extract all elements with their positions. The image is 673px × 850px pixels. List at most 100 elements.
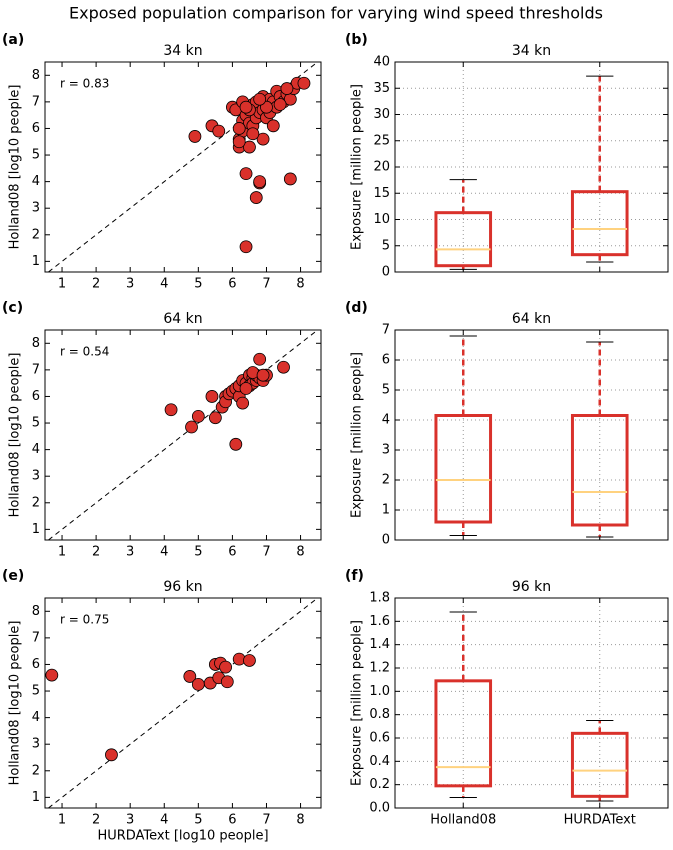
axes-frame: [394, 61, 669, 273]
y-tick-label: 30: [373, 107, 390, 122]
point: [246, 127, 260, 141]
point: [277, 360, 290, 374]
y-tick-label: 6: [382, 353, 390, 368]
x-tick-label: 6: [228, 813, 236, 828]
point: [239, 167, 253, 181]
x-axis-label: HURDAText [log10 people]: [97, 829, 268, 844]
correlation-label: r = 0.75: [60, 613, 109, 627]
point: [183, 670, 197, 683]
point: [208, 411, 222, 425]
x-tick-label: 1: [58, 277, 66, 292]
point: [243, 140, 256, 154]
y-tick-label: 7: [32, 362, 40, 377]
point: [266, 119, 280, 133]
y-tick-label: 2: [32, 227, 40, 242]
y-tick-label: 3: [32, 737, 40, 752]
y-tick-label: 5: [32, 684, 40, 699]
y-tick-label: 1.4: [369, 637, 390, 652]
y-tick-label: 1.0: [369, 684, 390, 699]
point: [297, 76, 311, 90]
point: [229, 437, 243, 451]
x-tick-label: 4: [160, 813, 168, 828]
panel-title: 64 kn: [163, 311, 202, 327]
box: [570, 731, 629, 798]
x-tick-label: 1: [58, 813, 66, 828]
box: [434, 414, 493, 524]
x-tick-label: 7: [262, 813, 270, 828]
figure-title: Exposed population comparison for varyin…: [69, 4, 603, 23]
y-tick-label: 0: [382, 265, 390, 280]
y-tick-label: 4: [32, 710, 40, 725]
x-tick-label: 3: [126, 277, 134, 292]
identity-line: [48, 61, 318, 273]
box: [570, 190, 629, 257]
x-tick-label: 8: [296, 277, 304, 292]
point: [232, 122, 246, 135]
y-tick-label: 1: [32, 790, 40, 805]
y-tick-label: 4: [32, 174, 40, 189]
y-tick-label: 0.4: [369, 754, 390, 769]
x-tick-label: 8: [296, 545, 304, 560]
axes-frame: [394, 597, 669, 809]
y-tick-label: 2: [32, 495, 40, 510]
point: [45, 668, 59, 682]
point: [164, 403, 178, 417]
y-tick-label: 0.0: [369, 801, 390, 816]
panel-title: 34 kn: [163, 43, 202, 59]
y-tick-label: 1.2: [369, 661, 390, 676]
y-tick-label: 7: [32, 630, 40, 645]
box: [570, 414, 629, 527]
identity-line: [48, 597, 318, 809]
panel-title: 96 kn: [163, 579, 202, 595]
x-tick-label: 7: [262, 277, 270, 292]
y-tick-label: 1.8: [369, 591, 390, 606]
y-axis-label: Exposure [million people]: [350, 352, 365, 518]
point: [220, 675, 234, 689]
correlation-label: r = 0.54: [60, 345, 109, 359]
y-tick-label: 7: [382, 323, 390, 338]
y-tick-label: 25: [373, 133, 390, 148]
y-tick-label: 7: [32, 94, 40, 109]
panel-label: (e): [2, 568, 24, 584]
x-tick-label: 6: [228, 545, 236, 560]
point: [212, 124, 226, 138]
y-axis-label: Holland08 [log10 people]: [8, 621, 23, 786]
y-tick-label: 15: [373, 186, 390, 201]
point: [191, 409, 205, 423]
y-tick-label: 10: [373, 212, 390, 227]
y-tick-label: 4: [382, 413, 390, 428]
x-tick-label: 4: [160, 277, 168, 292]
panel-title: 34 kn: [512, 43, 551, 59]
x-tick-label: Holland08: [430, 813, 496, 828]
y-axis-label: Exposure [million people]: [350, 620, 365, 786]
correlation-label: r = 0.83: [60, 77, 109, 91]
point: [239, 100, 253, 114]
y-tick-label: 35: [373, 81, 390, 96]
point: [280, 82, 294, 95]
y-tick-label: 0: [382, 533, 390, 548]
y-tick-label: 6: [32, 389, 40, 404]
point: [188, 130, 202, 143]
x-tick-label: HURDAText: [564, 813, 636, 828]
x-tick-label: 7: [262, 545, 270, 560]
y-tick-label: 8: [32, 604, 40, 619]
panel-title: 64 kn: [512, 311, 551, 327]
y-tick-label: 0.2: [369, 777, 390, 792]
axes-frame: [394, 329, 669, 541]
y-tick-label: 5: [32, 148, 40, 163]
y-tick-label: 3: [32, 469, 40, 484]
point: [253, 175, 267, 189]
point: [256, 132, 270, 146]
box: [434, 211, 493, 268]
point: [239, 382, 253, 395]
box: [434, 679, 493, 788]
y-axis-label: Holland08 [log10 people]: [8, 353, 23, 518]
y-axis-label: Exposure [million people]: [350, 84, 365, 250]
y-tick-label: 40: [373, 55, 390, 70]
y-tick-label: 5: [382, 383, 390, 398]
point: [205, 390, 219, 403]
y-tick-label: 8: [32, 68, 40, 83]
axes-frame: [44, 597, 322, 809]
y-tick-label: 2: [32, 763, 40, 778]
